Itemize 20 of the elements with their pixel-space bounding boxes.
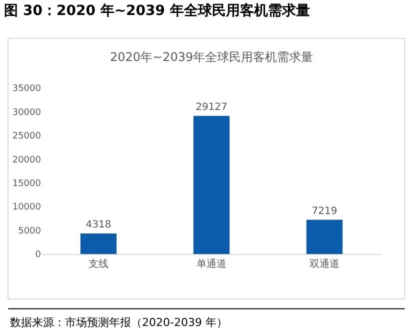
y-tick-label: 30000 [12,108,42,118]
y-tick-label: 10000 [12,202,42,213]
y-tick-label: 25000 [12,132,42,142]
y-tick-label: 20000 [12,155,42,166]
bar [193,116,230,254]
chart-title: 图 30：2020 年~2039 年全球民用客机需求量 [4,2,310,19]
y-tick-label: 0 [35,250,42,260]
bar [306,220,343,254]
bar [80,234,117,254]
x-tick-label: 双通道 [310,258,340,270]
data-label: 29127 [196,102,228,113]
x-tick-label: 单通道 [196,258,226,270]
data-label: 7219 [312,206,338,217]
source-note: 数据来源：市场预测年报（2020-2039 年） [10,316,228,329]
y-tick-label: 15000 [12,179,42,190]
x-tick-label: 支线 [88,258,108,270]
data-label: 4318 [86,220,112,231]
y-tick-label: 35000 [12,84,42,94]
chart-subtitle: 2020年~2039年全球民用客机需求量 [110,50,314,64]
y-tick-label: 5000 [18,226,42,236]
